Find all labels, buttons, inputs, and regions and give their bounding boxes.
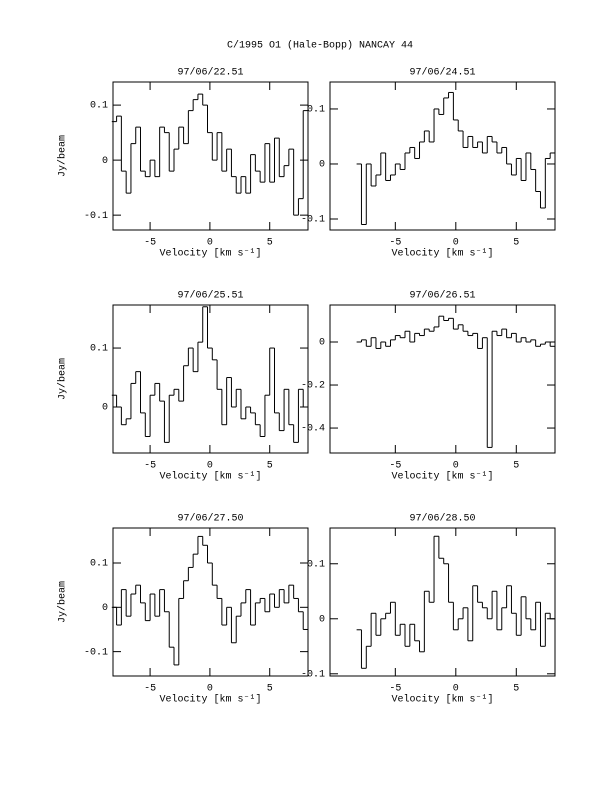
y-tick-label: -0.1 [84,647,108,658]
x-tick-label: 0 [453,684,459,695]
x-tick-label: -5 [144,461,156,472]
y-tick-label: 0 [319,614,325,625]
chart-title: 97/06/25.51 [177,290,243,302]
chart-title: 97/06/28.50 [409,513,475,525]
x-tick-label: 5 [513,238,519,249]
y-tick-label: -0.4 [301,424,325,435]
chart-title: 97/06/22.51 [177,67,243,79]
y-tick-label: 0.1 [90,101,108,112]
x-tick-label: 0 [207,238,213,249]
y-tick-label: 0 [102,603,108,614]
plot-frame [112,81,309,231]
x-axis-label: Velocity [km s⁻¹] [159,471,261,483]
y-tick-label: 0 [319,160,325,171]
y-tick-label: 0.1 [90,559,108,570]
x-tick-label: 5 [267,684,273,695]
y-tick-label: -0.1 [84,211,108,222]
x-tick-label: -5 [389,684,401,695]
chart-title: 97/06/24.51 [409,67,475,79]
x-tick-label: 0 [453,461,459,472]
x-axis-label: Velocity [km s⁻¹] [159,248,261,260]
y-tick-label: 0.1 [307,559,325,570]
plot-frame [112,527,309,677]
y-tick-label: 0 [319,338,325,349]
chart-title: 97/06/26.51 [409,290,475,302]
page-title: C/1995 O1 (Hale-Bopp) NANCAY 44 [227,40,413,52]
x-axis-label: Velocity [km s⁻¹] [391,694,493,706]
plot-frame [329,81,556,231]
y-axis-label: Jy/beam [57,135,69,177]
x-tick-label: -5 [389,461,401,472]
y-tick-label: -0.1 [301,669,325,680]
y-tick-label: -0.2 [301,381,325,392]
y-tick-label: 0.1 [307,105,325,116]
y-tick-label: -0.1 [301,215,325,226]
x-axis-label: Velocity [km s⁻¹] [159,694,261,706]
x-tick-label: 0 [207,461,213,472]
y-axis-label: Jy/beam [57,358,69,400]
plot-frame [112,304,309,454]
y-tick-label: 0 [102,403,108,414]
y-axis-label: Jy/beam [57,581,69,623]
x-tick-label: -5 [389,238,401,249]
plot-frame [329,304,556,454]
x-tick-label: 0 [207,684,213,695]
x-tick-label: 5 [267,461,273,472]
plot-frame [329,527,556,677]
y-tick-label: 0 [102,156,108,167]
x-tick-label: -5 [144,684,156,695]
x-axis-label: Velocity [km s⁻¹] [391,248,493,260]
y-tick-label: 0.1 [90,344,108,355]
x-tick-label: 0 [453,238,459,249]
x-tick-label: -5 [144,238,156,249]
x-tick-label: 5 [513,461,519,472]
x-tick-label: 5 [267,238,273,249]
x-tick-label: 5 [513,684,519,695]
chart-title: 97/06/27.50 [177,513,243,525]
x-axis-label: Velocity [km s⁻¹] [391,471,493,483]
